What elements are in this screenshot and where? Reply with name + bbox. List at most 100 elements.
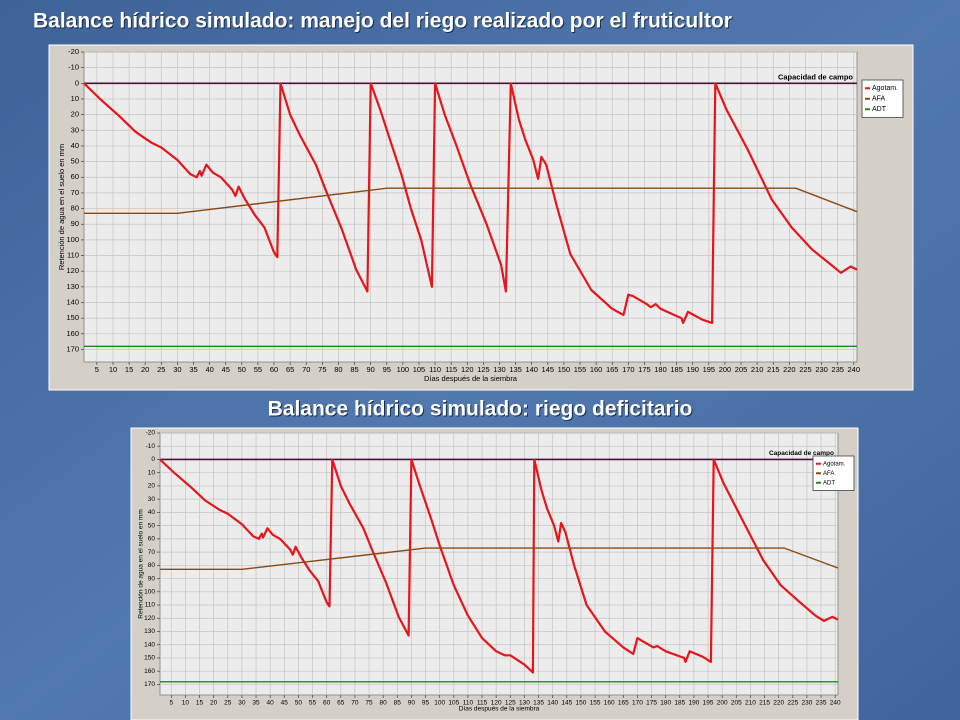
y-tick-label: -10 bbox=[146, 443, 156, 450]
x-tick-label: 75 bbox=[365, 700, 373, 707]
y-tick-label: 70 bbox=[71, 188, 79, 197]
y-tick-label: 20 bbox=[148, 483, 156, 490]
y-tick-label: 40 bbox=[148, 509, 156, 516]
x-tick-label: 135 bbox=[509, 365, 522, 374]
x-tick-label: 85 bbox=[394, 700, 402, 707]
x-tick-label: 10 bbox=[109, 365, 117, 374]
reference-label: Capacidad de campo bbox=[778, 72, 853, 81]
x-tick-label: 35 bbox=[252, 700, 260, 707]
x-tick-label: 225 bbox=[787, 700, 798, 707]
x-tick-label: 235 bbox=[831, 365, 844, 374]
y-tick-label: 90 bbox=[148, 575, 156, 582]
y-tick-label: 50 bbox=[148, 522, 156, 529]
x-tick-label: 85 bbox=[350, 365, 358, 374]
x-tick-label: 130 bbox=[493, 365, 506, 374]
x-tick-label: 55 bbox=[309, 700, 317, 707]
chart: -20 -10 0 10 20 30 40 50 60 70 80 90 100 110 120 130 140… bbox=[130, 427, 859, 720]
x-tick-label: 15 bbox=[196, 700, 204, 707]
x-tick-label: 190 bbox=[686, 365, 699, 374]
y-tick-label: 120 bbox=[144, 615, 155, 622]
x-tick-label: 195 bbox=[703, 365, 716, 374]
x-tick-label: 70 bbox=[351, 700, 359, 707]
chart-title: Balance hídrico simulado: manejo del rie… bbox=[33, 10, 732, 33]
y-tick-label: 70 bbox=[148, 549, 156, 556]
x-tick-label: 40 bbox=[205, 365, 213, 374]
x-tick-label: 165 bbox=[606, 365, 619, 374]
x-tick-label: 140 bbox=[525, 365, 538, 374]
x-tick-label: 240 bbox=[830, 700, 841, 707]
x-tick-label: 180 bbox=[660, 700, 671, 707]
x-tick-label: 210 bbox=[751, 365, 764, 374]
x-tick-label: 205 bbox=[735, 365, 748, 374]
x-tick-label: 100 bbox=[434, 700, 445, 707]
x-tick-label: 170 bbox=[632, 700, 643, 707]
y-tick-label: 150 bbox=[144, 655, 155, 662]
x-tick-label: 90 bbox=[408, 700, 416, 707]
x-tick-label: 50 bbox=[238, 365, 246, 374]
x-tick-label: 20 bbox=[210, 700, 218, 707]
x-tick-label: 125 bbox=[477, 365, 490, 374]
y-tick-label: 140 bbox=[144, 641, 155, 648]
x-tick-label: 160 bbox=[590, 365, 603, 374]
x-tick-label: 120 bbox=[461, 365, 474, 374]
x-tick-label: 60 bbox=[323, 700, 331, 707]
reference-label: Capacidad de campo bbox=[769, 450, 834, 457]
x-tick-label: 110 bbox=[463, 700, 474, 707]
x-tick-label: 150 bbox=[558, 365, 571, 374]
x-tick-label: 125 bbox=[505, 700, 516, 707]
y-tick-label: 10 bbox=[148, 469, 156, 476]
y-tick-label: 120 bbox=[66, 266, 79, 275]
x-tick-label: 75 bbox=[318, 365, 326, 374]
x-tick-label: 110 bbox=[429, 365, 441, 374]
y-tick-label: 150 bbox=[66, 313, 79, 322]
x-tick-label: 65 bbox=[337, 700, 345, 707]
y-axis-label: Retención de agua en el suelo en mm bbox=[138, 509, 145, 619]
x-tick-label: 220 bbox=[773, 700, 784, 707]
x-tick-label: 215 bbox=[767, 365, 780, 374]
x-tick-label: 210 bbox=[745, 700, 756, 707]
x-tick-label: 40 bbox=[267, 700, 275, 707]
y-tick-label: 40 bbox=[71, 141, 79, 150]
x-tick-label: 60 bbox=[270, 365, 278, 374]
y-tick-label: 110 bbox=[145, 602, 156, 609]
x-tick-label: 50 bbox=[295, 700, 303, 707]
y-tick-label: 110 bbox=[67, 251, 79, 260]
y-tick-label: 130 bbox=[66, 282, 79, 291]
y-tick-label: 160 bbox=[66, 329, 79, 338]
y-tick-label: 20 bbox=[71, 110, 79, 119]
x-tick-label: 225 bbox=[799, 365, 812, 374]
x-tick-label: 140 bbox=[547, 700, 558, 707]
x-tick-label: 45 bbox=[222, 365, 230, 374]
x-tick-label: 185 bbox=[674, 700, 685, 707]
legend-label: Agotam. bbox=[872, 85, 898, 92]
x-tick-label: 180 bbox=[654, 365, 667, 374]
x-tick-label: 150 bbox=[575, 700, 586, 707]
x-tick-label: 55 bbox=[254, 365, 262, 374]
x-tick-label: 80 bbox=[380, 700, 388, 707]
x-tick-label: 65 bbox=[286, 365, 294, 374]
x-tick-label: 95 bbox=[383, 365, 391, 374]
y-tick-label: 90 bbox=[71, 219, 79, 228]
x-tick-label: 70 bbox=[302, 365, 310, 374]
x-tick-label: 115 bbox=[445, 365, 457, 374]
x-tick-label: 135 bbox=[533, 700, 544, 707]
x-tick-label: 5 bbox=[169, 700, 173, 707]
legend-label: ADT bbox=[823, 480, 835, 486]
y-tick-label: 50 bbox=[71, 157, 79, 166]
y-tick-label: 130 bbox=[144, 628, 155, 635]
y-tick-label: 0 bbox=[75, 78, 79, 87]
series-line bbox=[160, 547, 839, 570]
y-tick-label: -10 bbox=[68, 63, 79, 72]
y-tick-label: 60 bbox=[71, 172, 79, 181]
x-tick-label: 215 bbox=[759, 700, 770, 707]
y-tick-label: 160 bbox=[144, 668, 155, 675]
x-tick-label: 200 bbox=[719, 365, 732, 374]
chart: -20 -10 0 10 20 30 40 50 60 70 80 90 100 110 120 130 140… bbox=[48, 44, 914, 391]
y-tick-label: 30 bbox=[148, 496, 156, 503]
x-tick-label: 240 bbox=[848, 365, 861, 374]
x-tick-label: 145 bbox=[561, 700, 572, 707]
x-tick-label: 45 bbox=[281, 700, 289, 707]
x-tick-label: 90 bbox=[366, 365, 374, 374]
x-tick-label: 20 bbox=[141, 365, 149, 374]
